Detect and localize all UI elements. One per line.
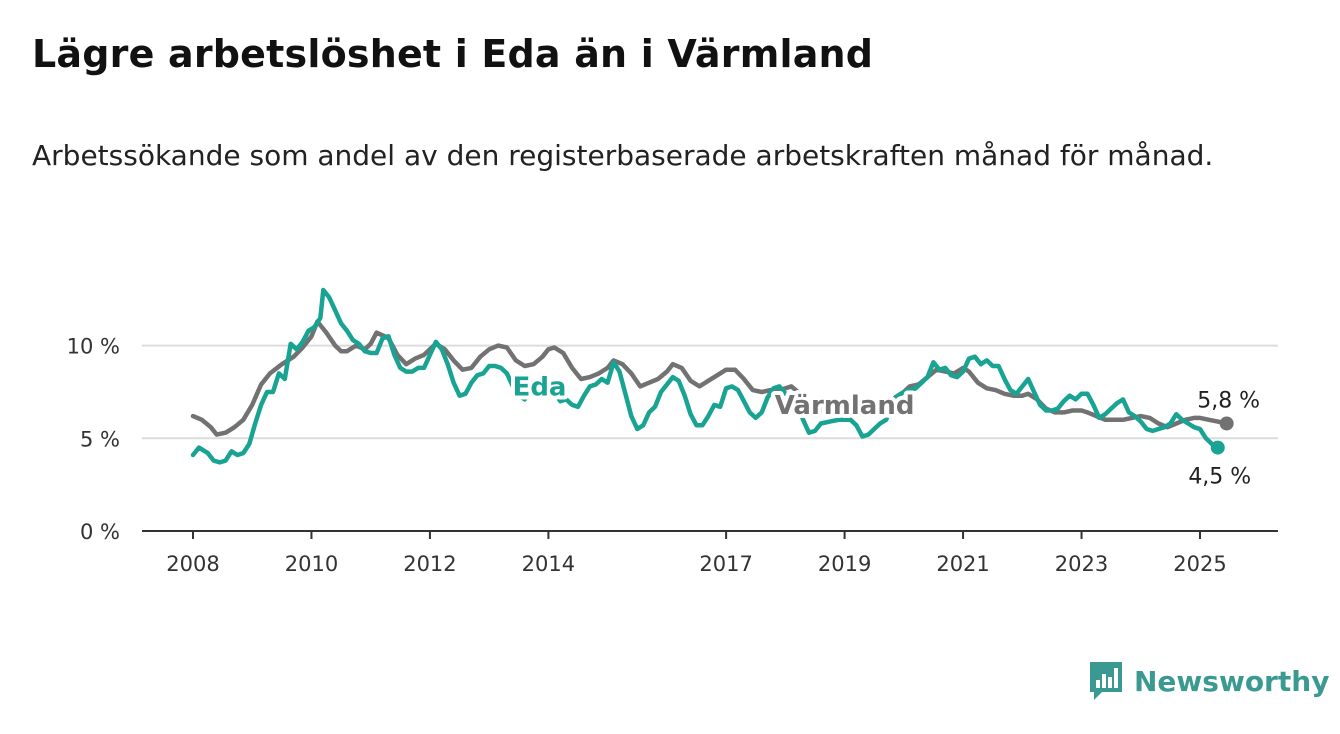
end-label-v-rmland: 5,8 %	[1197, 388, 1260, 413]
chart-bars-icon	[1090, 662, 1122, 700]
chart-subtitle: Arbetssökande som andel av den registerb…	[32, 139, 1214, 172]
series-lines	[190, 287, 1234, 465]
newsworthy-logo: Newsworthy	[1088, 660, 1329, 702]
x-tick-label: 2017	[699, 552, 752, 576]
x-tick-label: 2012	[403, 552, 456, 576]
end-marker-eda	[1210, 440, 1225, 455]
x-tick-label: 2008	[166, 552, 219, 576]
chart-title: Lägre arbetslöshet i Eda än i Värmland	[32, 32, 874, 76]
end-marker-v-rmland	[1219, 416, 1234, 431]
y-tick-label: 10 %	[67, 335, 120, 359]
y-axis: 0 % 5 % 10 %	[67, 335, 120, 544]
brand-name: Newsworthy	[1134, 664, 1330, 698]
y-tick-label: 0 %	[80, 520, 120, 544]
series-name-label: Värmland	[775, 391, 915, 421]
x-tick-label: 2021	[936, 552, 989, 576]
x-axis: 2008 2010 2012 2014 2017 2019 2021 2023 2025	[166, 531, 1227, 576]
x-tick-label: 2025	[1173, 552, 1226, 576]
series-name-label: Eda	[513, 372, 567, 402]
x-tick-label: 2010	[285, 552, 338, 576]
y-tick-label: 5 %	[80, 427, 120, 451]
end-label-eda: 4,5 %	[1188, 465, 1251, 490]
x-tick-label: 2014	[522, 552, 575, 576]
x-tick-label: 2023	[1055, 552, 1108, 576]
gridlines	[142, 344, 1278, 532]
series-line-eda	[190, 287, 1221, 465]
x-tick-label: 2019	[818, 552, 871, 576]
series-labels: 5,8 % 4,5 % Eda Värmland	[509, 368, 1264, 492]
